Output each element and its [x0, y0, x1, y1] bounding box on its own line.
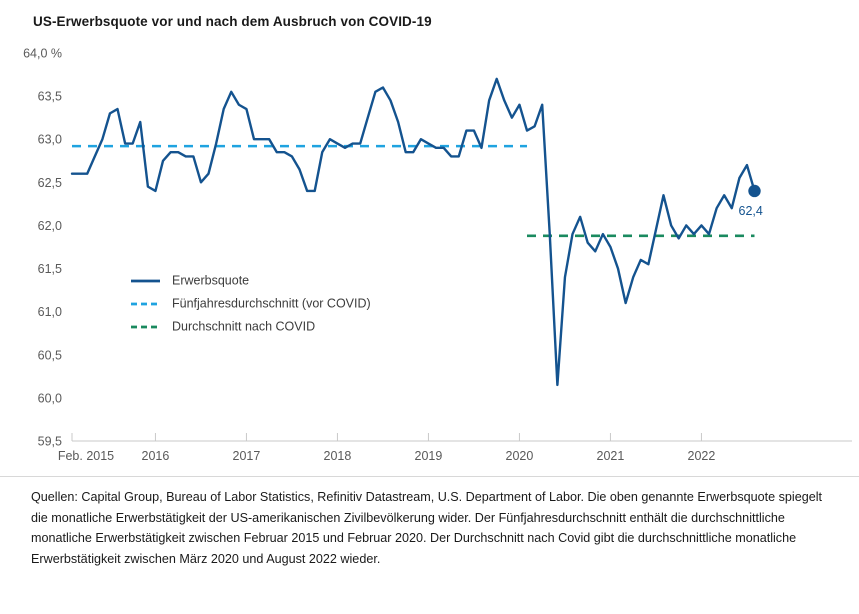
- x-tick-label: 2019: [415, 449, 443, 463]
- y-tick-label: 60,5: [38, 348, 62, 362]
- footnote-divider: [0, 476, 859, 477]
- x-tick-label: 2017: [233, 449, 261, 463]
- y-tick-label: 61,0: [38, 305, 62, 319]
- axis-lines: [71, 433, 852, 442]
- legend-label: Durchschnitt nach COVID: [172, 319, 315, 333]
- x-tick-label: 2020: [506, 449, 534, 463]
- chart-title: US-Erwerbsquote vor und nach dem Ausbruc…: [33, 14, 432, 29]
- endpoint-value-label: 62,4: [739, 204, 763, 218]
- chart-annotations: 62,4: [739, 184, 763, 218]
- chart-plot-area: 64,0 % 63,5 63,0 62,5 62,0 61,5 61,0 60,5 60,0 59…: [23, 47, 852, 463]
- y-tick-label: 61,5: [38, 262, 62, 276]
- chart-legend: Erwerbsquote Fünfjahresdurchschnitt (vor …: [131, 273, 371, 333]
- data-series-lines: [70, 77, 756, 387]
- y-tick-label: 62,5: [38, 176, 62, 190]
- y-tick-label: 64,0 %: [23, 47, 62, 61]
- series-line: [70, 77, 756, 387]
- x-axis-tick-labels: Feb. 2015 2016 2017 2018 2019 2020 2021 2022: [58, 449, 716, 463]
- y-tick-label: 63,0: [38, 133, 62, 147]
- endpoint-marker: [748, 184, 761, 198]
- x-tick-label: Feb. 2015: [58, 449, 114, 463]
- average-reference-lines: [72, 144, 755, 238]
- y-tick-label: 62,0: [38, 219, 62, 233]
- legend-label: Fünfjahresdurchschnitt (vor COVID): [172, 296, 371, 310]
- x-tick-label: 2018: [324, 449, 352, 463]
- y-tick-label: 59,5: [38, 435, 62, 449]
- y-tick-label: 63,5: [38, 90, 62, 104]
- y-axis-tick-labels: 64,0 % 63,5 63,0 62,5 62,0 61,5 61,0 60,5 60,0 59…: [23, 47, 62, 449]
- x-tick-label: 2022: [688, 449, 716, 463]
- y-tick-label: 60,0: [38, 391, 62, 405]
- x-tick-label: 2016: [142, 449, 170, 463]
- chart-footnote: Quellen: Capital Group, Bureau of Labor …: [31, 490, 823, 566]
- legend-label: Erwerbsquote: [172, 273, 249, 287]
- x-tick-label: 2021: [597, 449, 625, 463]
